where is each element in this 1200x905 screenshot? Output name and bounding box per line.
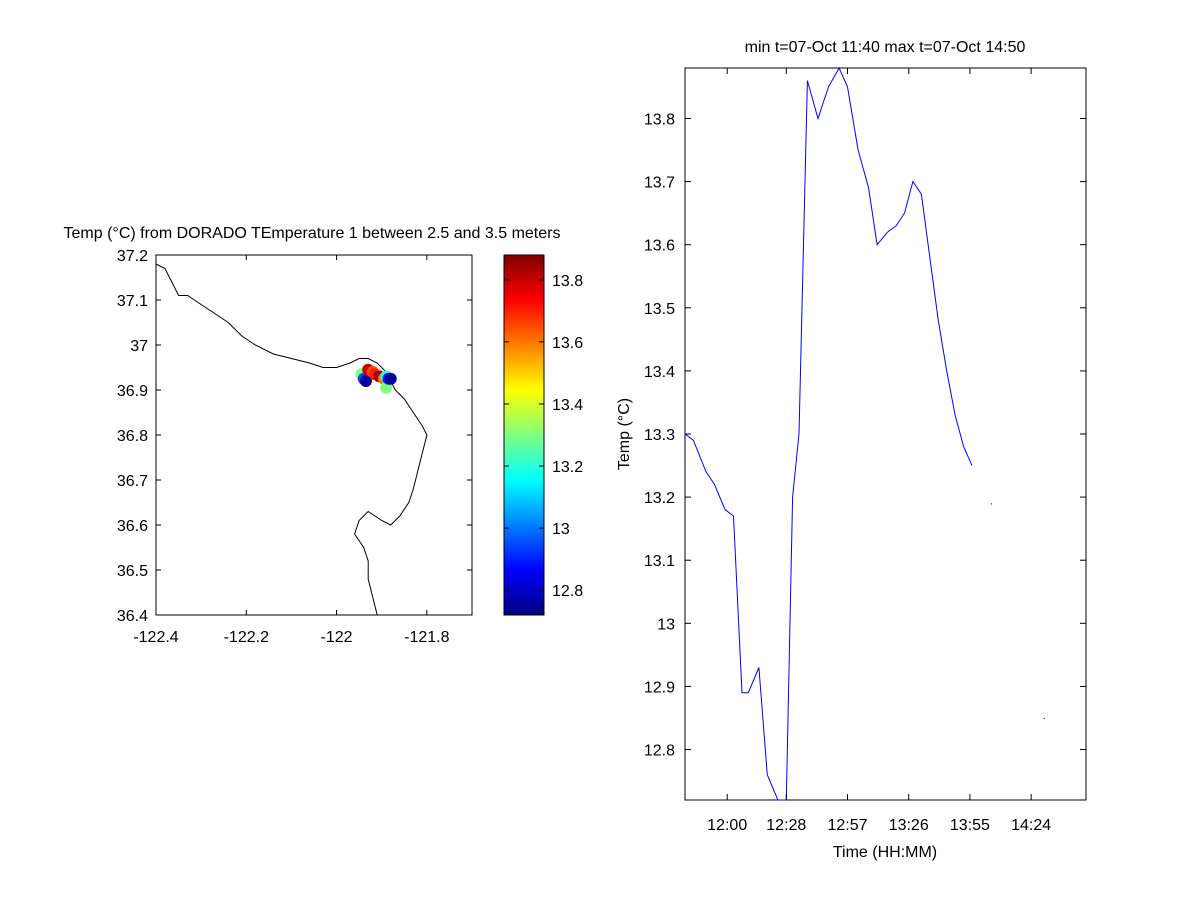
map-points [355, 363, 397, 394]
timeseries-panel: min t=07-Oct 11:40 max t=07-Oct 14:50 12… [616, 39, 1087, 861]
map-y-tick-label: 37.2 [117, 248, 148, 265]
timeseries-y-tick-label: 13.3 [644, 427, 675, 444]
timeseries-y-tick-label: 13.5 [644, 301, 675, 318]
colorbar-tick-label: 13 [552, 521, 570, 538]
map-x-tick-label: -122 [321, 629, 353, 646]
timeseries-y-ticks: 12.8 12.9 13 13.1 13.2 13.3 13.4 13.5 13.6 13.7 13… [644, 111, 1086, 760]
map-x-tick-label: -121.8 [404, 629, 449, 646]
timeseries-x-tick-label: 13:55 [950, 817, 990, 834]
colorbar-tick-label: 12.8 [552, 583, 583, 600]
map-y-tick-label: 37 [130, 338, 148, 355]
colorbar: 12.8 13 13.2 13.4 13.6 13.8 [503, 254, 583, 616]
timeseries-x-tick-label: 12:28 [766, 817, 806, 834]
map-x-tick-label: -122.2 [224, 629, 269, 646]
timeseries-y-tick-label: 13.6 [644, 238, 675, 255]
map-y-tick-label: 36.9 [117, 383, 148, 400]
timeseries-y-tick-label: 13.1 [644, 553, 675, 570]
timeseries-title: min t=07-Oct 11:40 max t=07-Oct 14:50 [745, 39, 1026, 56]
timeseries-x-tick-label: 14:24 [1011, 817, 1051, 834]
map-y-tick-label: 36.4 [117, 608, 148, 625]
colorbar-tick-label: 13.2 [552, 459, 583, 476]
map-y-tick-label: 36.5 [117, 563, 148, 580]
map-y-tick-label: 37.1 [117, 293, 148, 310]
timeseries-y-tick-label: 13.7 [644, 175, 675, 192]
map-point [359, 375, 372, 387]
timeseries-y-tick-label: 13.8 [644, 111, 675, 128]
timeseries-x-label: Time (HH:MM) [833, 844, 937, 861]
timeseries-x-tick-label: 12:57 [827, 817, 867, 834]
colorbar-tick-label: 13.8 [552, 273, 583, 290]
colorbar-gradient [503, 254, 545, 616]
map-y-tick-label: 36.7 [117, 473, 148, 490]
colorbar-tick-label: 13.6 [552, 335, 583, 352]
temperature-series-line [684, 66, 973, 801]
map-y-tick-label: 36.8 [117, 428, 148, 445]
colorbar-ticks: 12.8 13 13.2 13.4 13.6 13.8 [504, 273, 583, 600]
colorbar-tick-label: 13.4 [552, 397, 583, 414]
timeseries-y-tick-label: 13.2 [644, 490, 675, 507]
stray-point [1043, 718, 1045, 719]
map-x-ticks: -122.4 -122.2 -122 -121.8 [133, 255, 450, 646]
timeseries-y-tick-label: 12.9 [644, 679, 675, 696]
timeseries-x-ticks: 12:00 12:28 12:57 13:26 13:55 14:24 [707, 68, 1051, 834]
map-point [384, 372, 397, 385]
timeseries-x-tick-label: 12:00 [707, 817, 747, 834]
timeseries-y-tick-label: 12.8 [644, 743, 675, 760]
timeseries-y-tick-label: 13 [657, 616, 675, 633]
map-panel: Temp (°C) from DORADO TEmperature 1 betw… [64, 225, 561, 646]
timeseries-y-tick-label: 13.4 [644, 364, 675, 381]
map-y-tick-label: 36.6 [117, 518, 148, 535]
map-point [380, 381, 393, 394]
timeseries-y-label: Temp (°C) [616, 398, 633, 470]
timeseries-line [684, 66, 1045, 801]
map-title: Temp (°C) from DORADO TEmperature 1 betw… [64, 225, 561, 242]
map-x-tick-label: -122.4 [133, 629, 178, 646]
timeseries-x-tick-label: 13:26 [889, 817, 929, 834]
stray-point [991, 503, 992, 505]
map-y-ticks: 36.4 36.5 36.6 36.7 36.8 36.9 37 37.1 37.2 [117, 248, 472, 625]
